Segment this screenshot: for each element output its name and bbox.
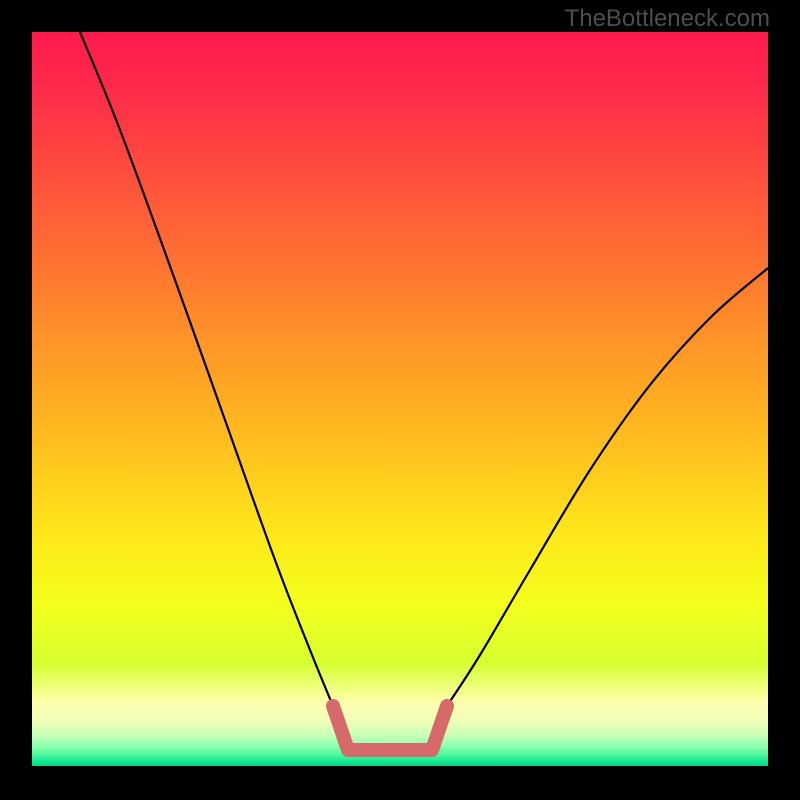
watermark-text: TheBottleneck.com [565,5,770,33]
bottleneck-curve-chart [0,0,800,800]
chart-gradient-area [32,32,768,766]
